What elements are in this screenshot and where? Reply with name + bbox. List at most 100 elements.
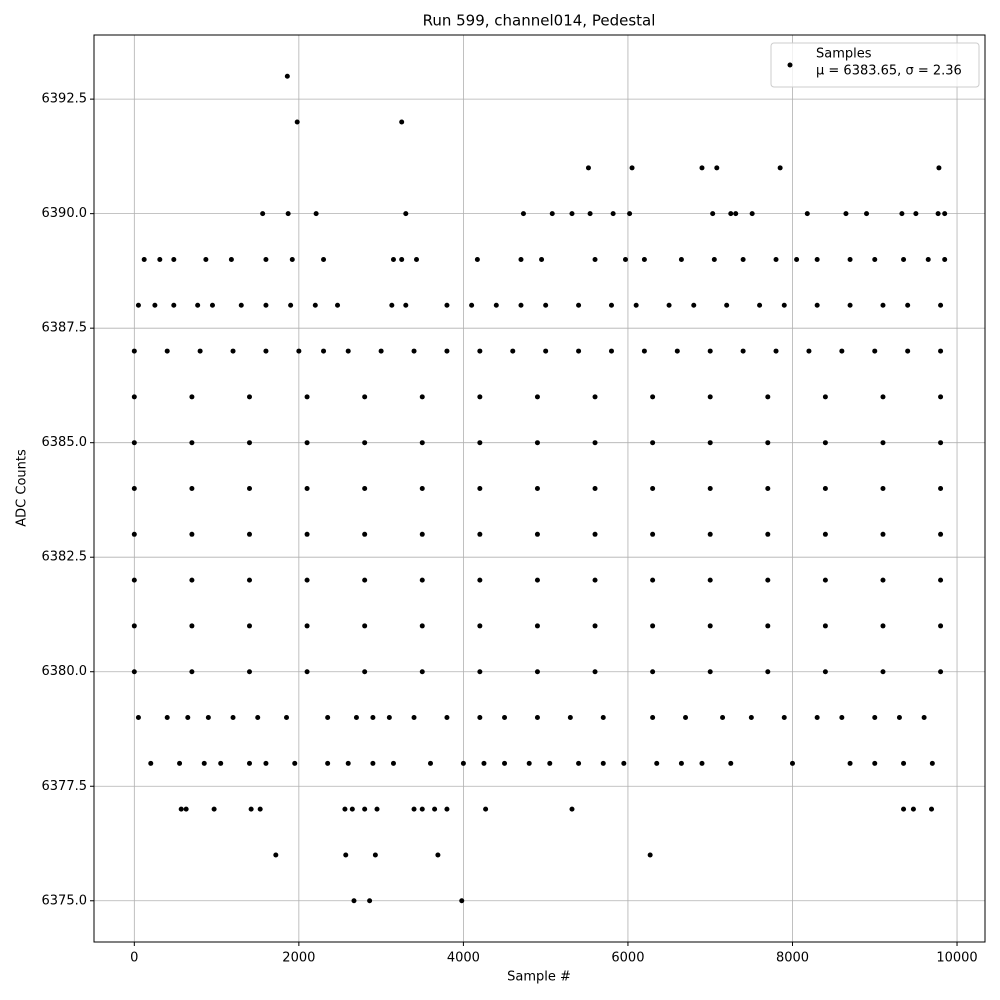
point — [518, 302, 524, 308]
point — [622, 256, 628, 262]
point — [872, 256, 878, 262]
point — [794, 256, 800, 262]
point — [714, 165, 720, 171]
point — [707, 348, 713, 354]
point — [135, 302, 141, 308]
point — [585, 165, 591, 171]
point — [765, 486, 771, 491]
point — [847, 302, 853, 308]
point — [839, 348, 845, 354]
point — [171, 256, 177, 262]
point — [285, 211, 291, 217]
point — [411, 715, 417, 721]
point — [621, 760, 627, 766]
point — [289, 256, 295, 262]
point — [534, 531, 540, 537]
point — [765, 623, 771, 629]
point — [197, 348, 203, 354]
point — [938, 623, 944, 629]
point — [248, 806, 254, 812]
point — [765, 531, 771, 537]
point — [678, 256, 684, 262]
point — [720, 715, 726, 721]
point — [576, 302, 582, 308]
point — [921, 715, 927, 721]
point — [263, 256, 269, 262]
point — [804, 211, 810, 217]
y-tick-label: 6385.0 — [42, 435, 88, 450]
point — [378, 348, 384, 354]
point — [419, 440, 425, 446]
point — [773, 348, 779, 354]
point — [880, 623, 886, 629]
point — [246, 669, 252, 675]
point — [728, 760, 734, 766]
point — [255, 715, 261, 721]
point — [273, 852, 279, 858]
point — [781, 715, 787, 721]
point — [814, 256, 820, 262]
point — [539, 256, 545, 262]
x-tick-label: 6000 — [611, 951, 644, 966]
point — [419, 623, 425, 629]
point — [543, 302, 549, 308]
point — [211, 806, 217, 812]
point — [312, 302, 318, 308]
point — [209, 302, 215, 308]
x-tick-label: 10000 — [936, 951, 977, 966]
point — [257, 806, 263, 812]
point — [610, 211, 616, 217]
point — [773, 256, 779, 262]
point — [304, 486, 310, 491]
point — [929, 760, 935, 766]
point — [569, 211, 575, 217]
point — [362, 623, 368, 629]
point — [477, 348, 483, 354]
point — [374, 806, 380, 812]
point — [246, 531, 252, 537]
point — [362, 531, 368, 537]
point — [189, 531, 195, 537]
point — [710, 211, 716, 217]
point — [432, 806, 438, 812]
point — [740, 348, 746, 354]
point — [822, 531, 828, 537]
point — [650, 715, 656, 721]
point — [938, 440, 944, 446]
point — [362, 577, 368, 583]
point — [569, 806, 575, 812]
point — [411, 348, 417, 354]
point — [843, 211, 849, 217]
point — [905, 302, 911, 308]
point — [481, 760, 487, 766]
point — [666, 302, 672, 308]
point — [592, 669, 598, 675]
point — [711, 256, 717, 262]
point — [399, 119, 405, 125]
point — [263, 760, 269, 766]
point — [435, 852, 441, 858]
point — [814, 715, 820, 721]
point — [683, 715, 689, 721]
legend-label: Samples — [816, 47, 872, 62]
y-tick-label: 6382.5 — [42, 550, 88, 565]
point — [765, 577, 771, 583]
point — [822, 669, 828, 675]
point — [647, 852, 653, 858]
point — [608, 302, 614, 308]
point — [335, 302, 341, 308]
point — [372, 852, 378, 858]
point — [325, 760, 331, 766]
point — [189, 486, 195, 491]
point — [707, 623, 713, 629]
point — [321, 256, 327, 262]
point — [674, 348, 680, 354]
x-tick-label: 2000 — [282, 951, 315, 966]
point — [549, 211, 555, 217]
point — [362, 486, 368, 491]
point — [608, 348, 614, 354]
point — [938, 394, 944, 400]
x-axis-label: Sample # — [507, 970, 571, 985]
point — [728, 211, 734, 217]
